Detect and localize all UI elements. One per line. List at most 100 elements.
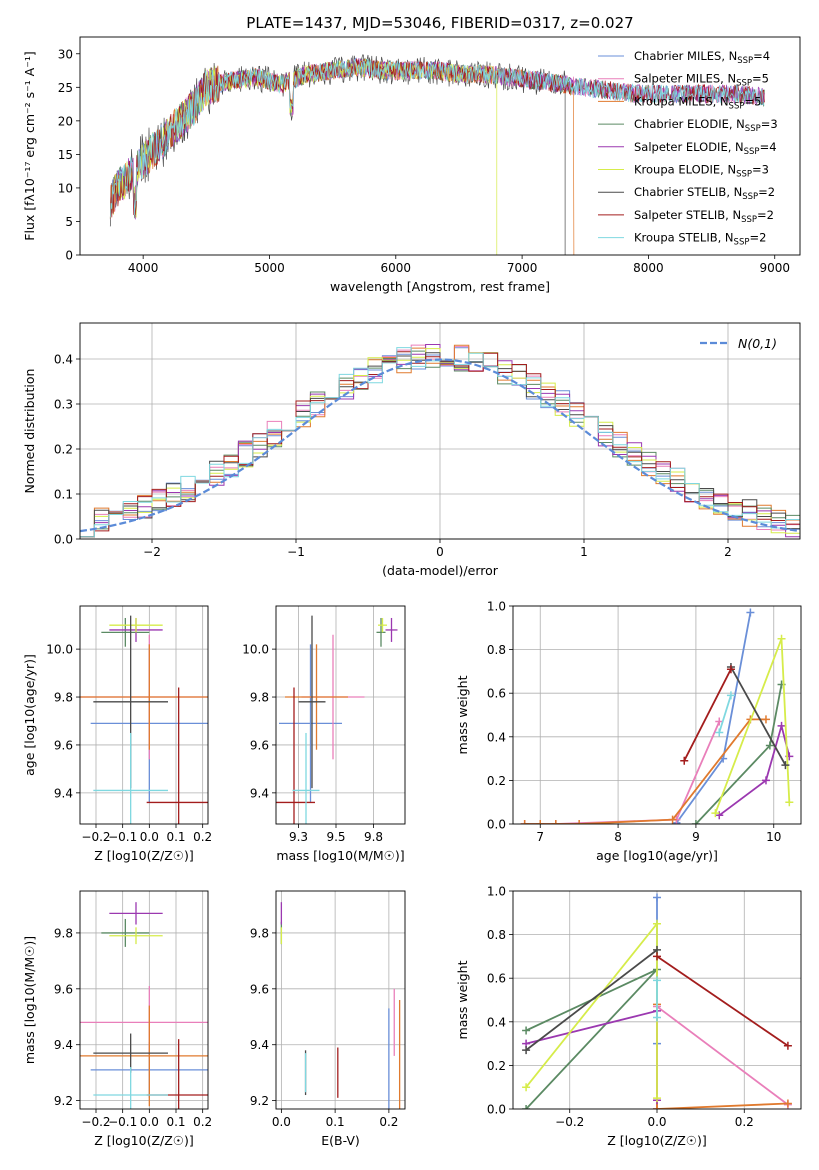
weight-marker	[653, 1013, 661, 1022]
legend-label: Salpeter STELIB, NSSP=2	[634, 208, 774, 225]
ebv-mass-panel: 0.0 0.1 0.2 9.2 9.4 9.6 9.8 E(B-V)	[250, 890, 406, 1148]
x-tick-label: 0	[436, 545, 444, 559]
x-tick-label: 8000	[633, 261, 664, 275]
mass-age-plot-area	[276, 615, 398, 824]
axes-frame	[512, 890, 802, 1110]
y-tick-label: 0.8	[487, 643, 506, 657]
chart-title: PLATE=1437, MJD=53046, FIBERID=0317, z=0…	[246, 14, 633, 32]
weight-marker	[783, 1099, 792, 1108]
y-tick-label: 0.8	[487, 928, 506, 942]
weight-marker	[777, 634, 786, 643]
x-tick-label: 6000	[381, 261, 412, 275]
y-axis-label: mass [log10(M/M☉)]	[22, 936, 37, 1064]
weight-line	[683, 668, 732, 762]
age-weight-panel: 7 8 9 10 0.0 0.2 0.4 0.6 0.8 1.0 age [log10(age/yr…	[455, 600, 802, 863]
weight-marker	[777, 721, 786, 730]
legend-label: Chabrier STELIB, NSSP=2	[634, 185, 775, 202]
spectrum-line	[109, 59, 575, 255]
weight-marker	[551, 820, 560, 824]
y-tick-label: 10	[58, 181, 73, 195]
x-tick-label: 7	[536, 830, 544, 844]
x-tick-label: 9.8	[364, 830, 383, 844]
spectrum-line	[109, 58, 498, 255]
weight-marker	[746, 608, 755, 617]
legend-label: Salpeter MILES, NSSP=5	[634, 72, 769, 89]
y-tick-label: 0.0	[487, 1103, 506, 1117]
weight-marker	[536, 820, 545, 824]
x-axis-label: (data-model)/error	[382, 563, 499, 578]
x-tick-label: 9.3	[289, 830, 308, 844]
gaussian-curve	[80, 358, 800, 533]
y-axis-label: mass weight	[455, 960, 470, 1039]
y-axis-label: Flux [fλ10⁻¹⁷ erg cm⁻² s⁻¹ A⁻¹]	[22, 51, 37, 240]
z-mass-plot-area	[80, 902, 208, 1109]
x-axis-label: wavelength [Angstrom, rest frame]	[330, 279, 550, 294]
y-tick-label: 0.1	[54, 488, 73, 502]
x-axis-label: mass [log10(M/M☉)]	[276, 848, 404, 863]
weight-marker	[715, 728, 724, 737]
weight-line	[718, 695, 732, 733]
axes-frame	[275, 890, 406, 1110]
x-tick-label: 0.1	[326, 1115, 345, 1129]
mass-age-panel: 9.3 9.5 9.8 9.4 9.6 9.8 10.0 mass [log10(M/M☉)]	[242, 605, 406, 863]
x-tick-label: 9000	[759, 261, 790, 275]
weight-line	[675, 612, 752, 824]
weight-line	[656, 955, 789, 1047]
legend-label: Salpeter ELODIE, NSSP=4	[634, 140, 777, 157]
weight-marker	[783, 1041, 792, 1050]
x-tick-label: 7000	[507, 261, 538, 275]
y-tick-label: 30	[58, 47, 73, 61]
x-tick-label: 0.1	[166, 1115, 185, 1129]
y-tick-label: 25	[58, 81, 73, 95]
y-tick-label: 9.8	[250, 691, 269, 705]
x-tick-label: −1	[287, 545, 305, 559]
axes-frame	[275, 605, 406, 825]
weight-marker	[711, 809, 720, 818]
weight-marker	[653, 952, 661, 961]
legend: Chabrier MILES, NSSP=4 Salpeter MILES, NS…	[598, 49, 778, 248]
x-axis-label: Z [log10(Z/Z☉)]	[607, 1133, 707, 1148]
x-tick-label: −0.2	[555, 1115, 584, 1129]
legend-label: Chabrier ELODIE, NSSP=3	[634, 117, 778, 134]
y-axis-label: mass weight	[455, 675, 470, 754]
x-tick-label: 5000	[254, 261, 285, 275]
axes-frame	[512, 605, 802, 825]
y-tick-label: 20	[58, 114, 73, 128]
x-tick-label: 10	[766, 830, 781, 844]
x-tick-label: 0.0	[272, 1115, 291, 1129]
x-axis-label: E(B-V)	[321, 1133, 360, 1148]
x-tick-label: 0.0	[140, 830, 159, 844]
weight-marker	[726, 691, 735, 700]
weight-marker	[653, 919, 661, 928]
weight-marker	[691, 820, 700, 824]
y-tick-label: 0.2	[54, 443, 73, 457]
spectrum-plot-area	[109, 54, 765, 255]
y-tick-label: 9.2	[54, 1094, 73, 1108]
weight-marker	[653, 976, 661, 985]
weight-line	[695, 684, 783, 824]
y-tick-label: 9.2	[250, 1094, 269, 1108]
weight-line	[525, 949, 658, 1051]
y-tick-label: 9.4	[250, 1038, 269, 1052]
y-tick-label: 15	[58, 148, 73, 162]
residuals-plot-area	[80, 344, 800, 539]
y-tick-label: 0.4	[54, 353, 73, 367]
y-tick-label: 0.6	[487, 687, 506, 701]
weight-marker	[668, 815, 677, 824]
x-tick-label: 1	[580, 545, 588, 559]
legend: N(0,1)	[700, 336, 777, 351]
z-weight-plot-area	[522, 893, 792, 1109]
axes-frame	[79, 605, 209, 825]
weight-marker	[653, 1094, 661, 1103]
x-tick-label: 0.2	[735, 1115, 754, 1129]
z-age-panel: −0.2−0.1 0.0 0.1 0.2 9.4 9.6 9.8 10.0 Z [log10(Z…	[22, 605, 212, 863]
y-tick-label: 0.0	[487, 818, 506, 832]
x-tick-label: 2	[724, 545, 732, 559]
weight-marker	[726, 665, 735, 674]
weight-marker	[575, 820, 584, 824]
weight-marker	[522, 1046, 531, 1055]
residuals-panel: −2 −1 0 1 2 0.0 0.1 0.2 0.3 0.4 (data-model)/error…	[22, 322, 801, 578]
y-tick-label: 10.0	[46, 643, 73, 657]
y-tick-label: 10.0	[242, 643, 269, 657]
y-tick-label: 9.6	[54, 738, 73, 752]
